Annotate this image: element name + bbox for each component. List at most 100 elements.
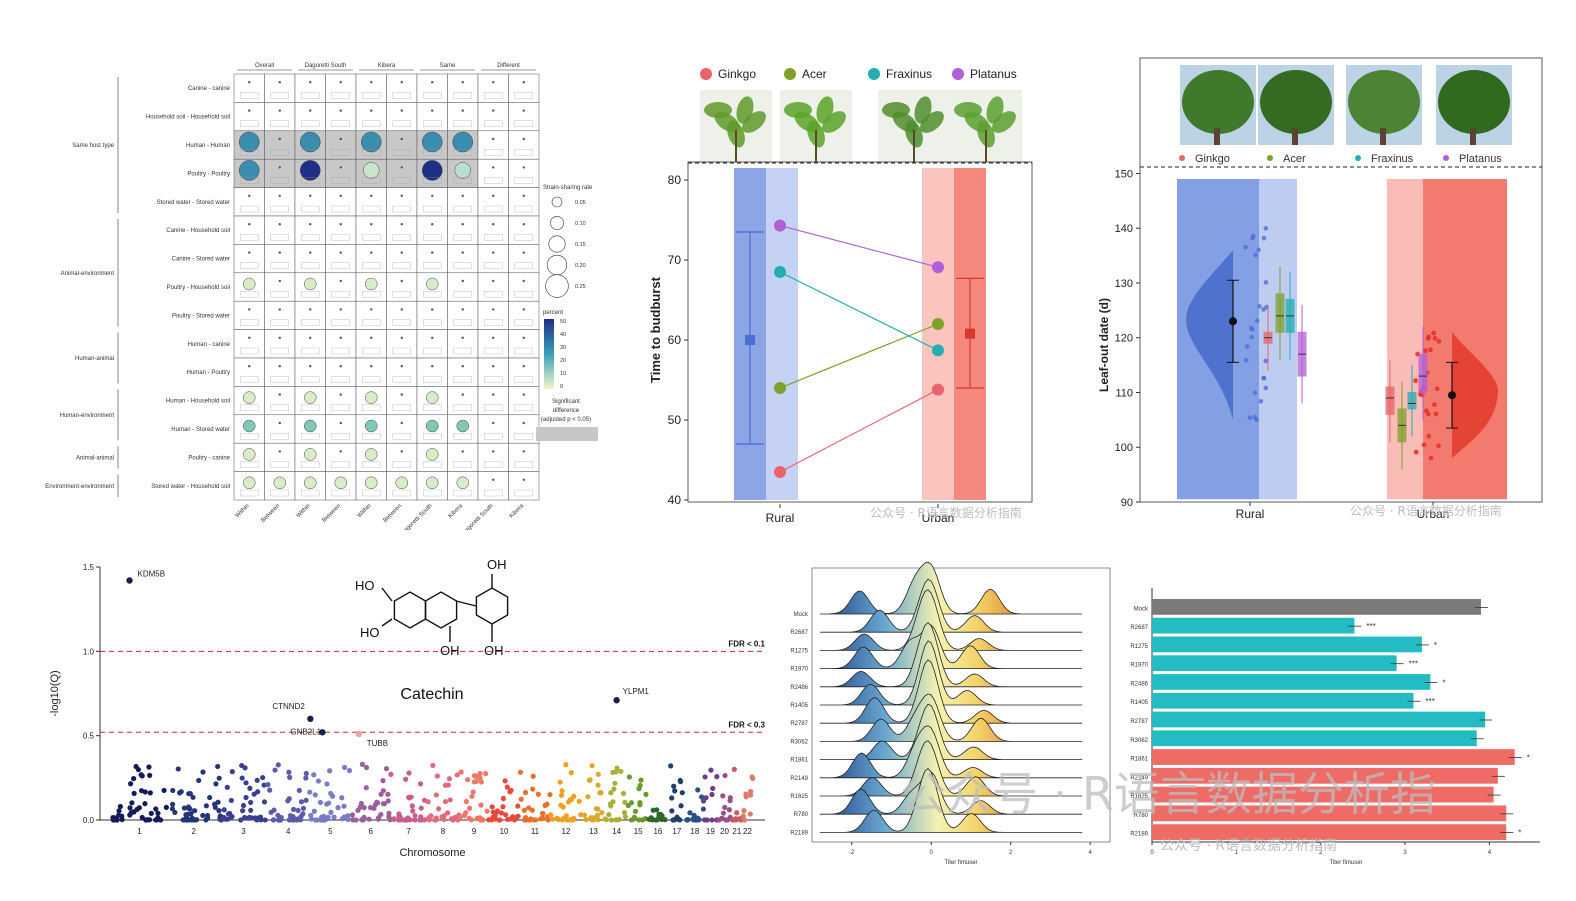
snp-point — [115, 812, 122, 818]
snp-point — [702, 774, 708, 780]
y-tick-label: 130 — [1115, 278, 1133, 290]
titer-bar — [1152, 824, 1507, 840]
row-label: Human - canine — [188, 342, 231, 348]
snp-point — [726, 807, 732, 813]
zero-dot — [309, 336, 312, 339]
heatmap-cell — [386, 187, 418, 217]
chromosome-label: 9 — [472, 827, 477, 836]
snp-point — [597, 790, 603, 796]
snp-point — [500, 804, 506, 810]
snp-point — [361, 805, 367, 811]
urban-point — [1436, 338, 1442, 344]
y-axis-label: Leaf-out date (d) — [1097, 298, 1111, 392]
snp-point — [272, 767, 278, 773]
snp-point — [328, 809, 334, 815]
snp-point — [720, 793, 726, 799]
x-tick-label: Urban — [1417, 507, 1450, 521]
manhattan-plot: 0.0 0.5 1.0 1.5 -log10(Q) Chromosome FDR < 0.1… — [49, 557, 766, 859]
ridge-label: R2189 — [790, 830, 808, 836]
snp-point — [678, 803, 684, 809]
zero-dot — [522, 166, 525, 169]
heatmap-cell — [355, 357, 387, 387]
sharing-rate-bubble — [365, 448, 378, 461]
count-label-box — [331, 347, 350, 355]
heatmap-cell — [325, 329, 357, 359]
column-label: Kibera — [509, 503, 526, 520]
species-point-rural — [774, 219, 786, 232]
zero-dot — [400, 194, 403, 197]
snp-point — [385, 791, 391, 797]
snp-point — [403, 776, 409, 782]
y-tick-label: 50 — [668, 413, 682, 427]
x-tick-label: 2 — [1319, 850, 1323, 856]
legend-label: Ginkgo — [718, 67, 756, 81]
snp-point — [494, 808, 501, 814]
y-tick-label: 0.0 — [83, 816, 95, 825]
row-label: Canine - Stored water — [172, 257, 230, 263]
count-label-box — [423, 177, 442, 184]
snp-point — [490, 809, 496, 815]
snp-point — [740, 813, 746, 819]
bar-label: R1970 — [1130, 663, 1148, 669]
snp-point — [589, 763, 595, 769]
count-label-box — [453, 291, 472, 298]
zero-dot — [461, 450, 464, 453]
watermark-small-1: 公众号 · R语言数据分析指南 — [870, 506, 1022, 520]
count-label-box — [514, 149, 533, 156]
snp-point — [147, 790, 153, 796]
urban-point — [1413, 378, 1418, 384]
zero-dot — [248, 109, 251, 112]
sharing-rate-bubble — [304, 448, 317, 461]
snp-point — [701, 817, 708, 823]
row-label: Human - Household soil — [166, 399, 230, 405]
zero-dot — [492, 137, 495, 141]
heatmap-cell — [325, 102, 357, 132]
rural-point — [1253, 252, 1258, 258]
snp-point — [203, 817, 209, 823]
snp-point — [478, 802, 484, 808]
zero-dot — [522, 308, 525, 311]
snp-point — [192, 808, 198, 814]
count-label-box — [331, 433, 350, 440]
urban-point — [1428, 455, 1434, 461]
snp-point — [727, 798, 733, 804]
urban-band-light — [922, 168, 954, 500]
count-label-box — [392, 205, 411, 213]
count-label-box — [240, 291, 259, 298]
x-axis-label: Chromosome — [399, 847, 465, 859]
urban-point — [1423, 348, 1428, 354]
snp-point — [502, 778, 508, 784]
ridge-density — [819, 725, 1083, 779]
zero-dot — [400, 251, 403, 254]
count-label-box — [362, 205, 381, 213]
sharing-rate-bubble — [365, 476, 378, 490]
zero-dot — [370, 308, 373, 311]
zero-dot — [522, 137, 525, 141]
snp-point — [643, 791, 649, 797]
snp-point — [530, 773, 536, 779]
heatmap-cell — [233, 329, 265, 359]
snp-point — [685, 817, 691, 823]
snp-point — [558, 792, 565, 798]
snp-point — [360, 817, 366, 823]
snp-point — [127, 805, 133, 811]
snp-point — [608, 803, 614, 809]
snp-point — [722, 804, 728, 811]
zero-dot — [339, 450, 342, 453]
snp-point — [335, 805, 341, 811]
snp-point — [315, 778, 322, 784]
ridgeline-plot: Mock R2687 R1275 R1970 R2486 R1405 R2787 R3062 R… — [790, 561, 1111, 866]
count-label-box — [331, 177, 350, 184]
zero-dot — [248, 336, 251, 339]
zero-dot — [339, 137, 342, 141]
heatmap-cell — [264, 386, 296, 416]
x-tick-label: Rural — [1236, 507, 1265, 521]
snp-point — [603, 816, 609, 823]
chromosome-label: 5 — [328, 827, 333, 836]
count-label-box — [484, 177, 503, 184]
snp-point — [221, 807, 227, 813]
chromosome-label: 1 — [137, 827, 142, 836]
heatmap-cell — [416, 102, 448, 132]
heatmap-cell — [264, 187, 296, 217]
chromosome-label: 17 — [672, 827, 681, 836]
